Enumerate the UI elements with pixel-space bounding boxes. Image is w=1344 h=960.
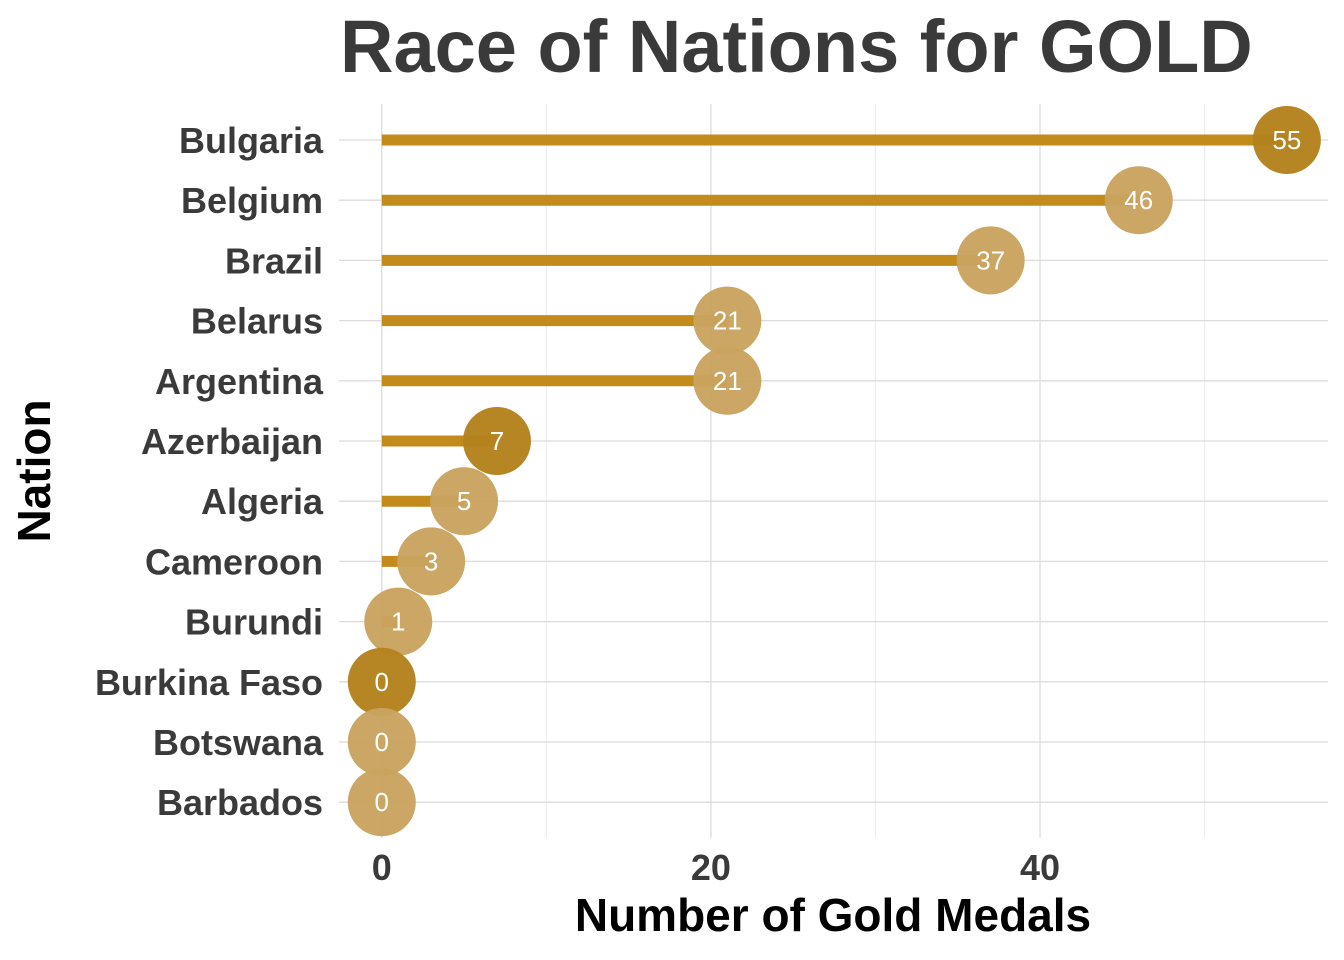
value-label: 1 (391, 607, 405, 637)
dot (397, 527, 466, 596)
value-label: 46 (1124, 185, 1153, 215)
category-label: Burundi (185, 602, 323, 643)
value-label: 21 (713, 366, 742, 396)
dot (1104, 166, 1173, 235)
x-tick-label: 40 (1020, 847, 1060, 888)
category-label: Barbados (157, 782, 323, 823)
value-label: 5 (457, 486, 471, 516)
y-axis-tick-labels: Bulgaria Belgium Brazil Belarus Argentina Aze… (95, 120, 324, 823)
category-label: Azerbaijan (141, 421, 323, 462)
lollipop-dots (347, 106, 1321, 837)
dot (347, 647, 416, 716)
dot (693, 346, 762, 415)
category-label: Cameroon (145, 541, 323, 582)
dot (430, 467, 499, 536)
x-tick-label: 0 (372, 847, 392, 888)
category-label: Brazil (225, 240, 323, 281)
value-label: 37 (976, 245, 1005, 275)
dot (347, 708, 416, 776)
lollipop-stems (381, 134, 1287, 628)
value-label: 7 (490, 426, 504, 456)
value-label: 0 (375, 727, 389, 757)
value-label: 55 (1272, 125, 1301, 155)
value-label: 21 (713, 306, 742, 336)
dot (462, 407, 531, 475)
x-tick-label: 20 (691, 847, 731, 888)
category-label: Algeria (201, 481, 324, 522)
category-label: Argentina (155, 361, 324, 402)
value-label: 3 (424, 546, 438, 576)
chart-title: Race of Nations for GOLD (340, 5, 1253, 88)
value-label: 0 (375, 787, 389, 817)
category-label: Bulgaria (179, 120, 324, 161)
category-label: Belarus (191, 301, 323, 342)
dot (364, 587, 433, 656)
x-axis-tick-labels: 0 20 40 (372, 847, 1060, 888)
y-axis-label: Nation (8, 399, 60, 543)
dot (347, 768, 416, 837)
dot (1252, 106, 1321, 174)
dot (956, 226, 1025, 295)
category-label: Burkina Faso (95, 662, 323, 703)
category-label: Botswana (153, 722, 324, 763)
dot (693, 286, 762, 355)
x-axis-label: Number of Gold Medals (574, 889, 1092, 941)
category-label: Belgium (181, 180, 323, 221)
value-label: 0 (375, 667, 389, 697)
